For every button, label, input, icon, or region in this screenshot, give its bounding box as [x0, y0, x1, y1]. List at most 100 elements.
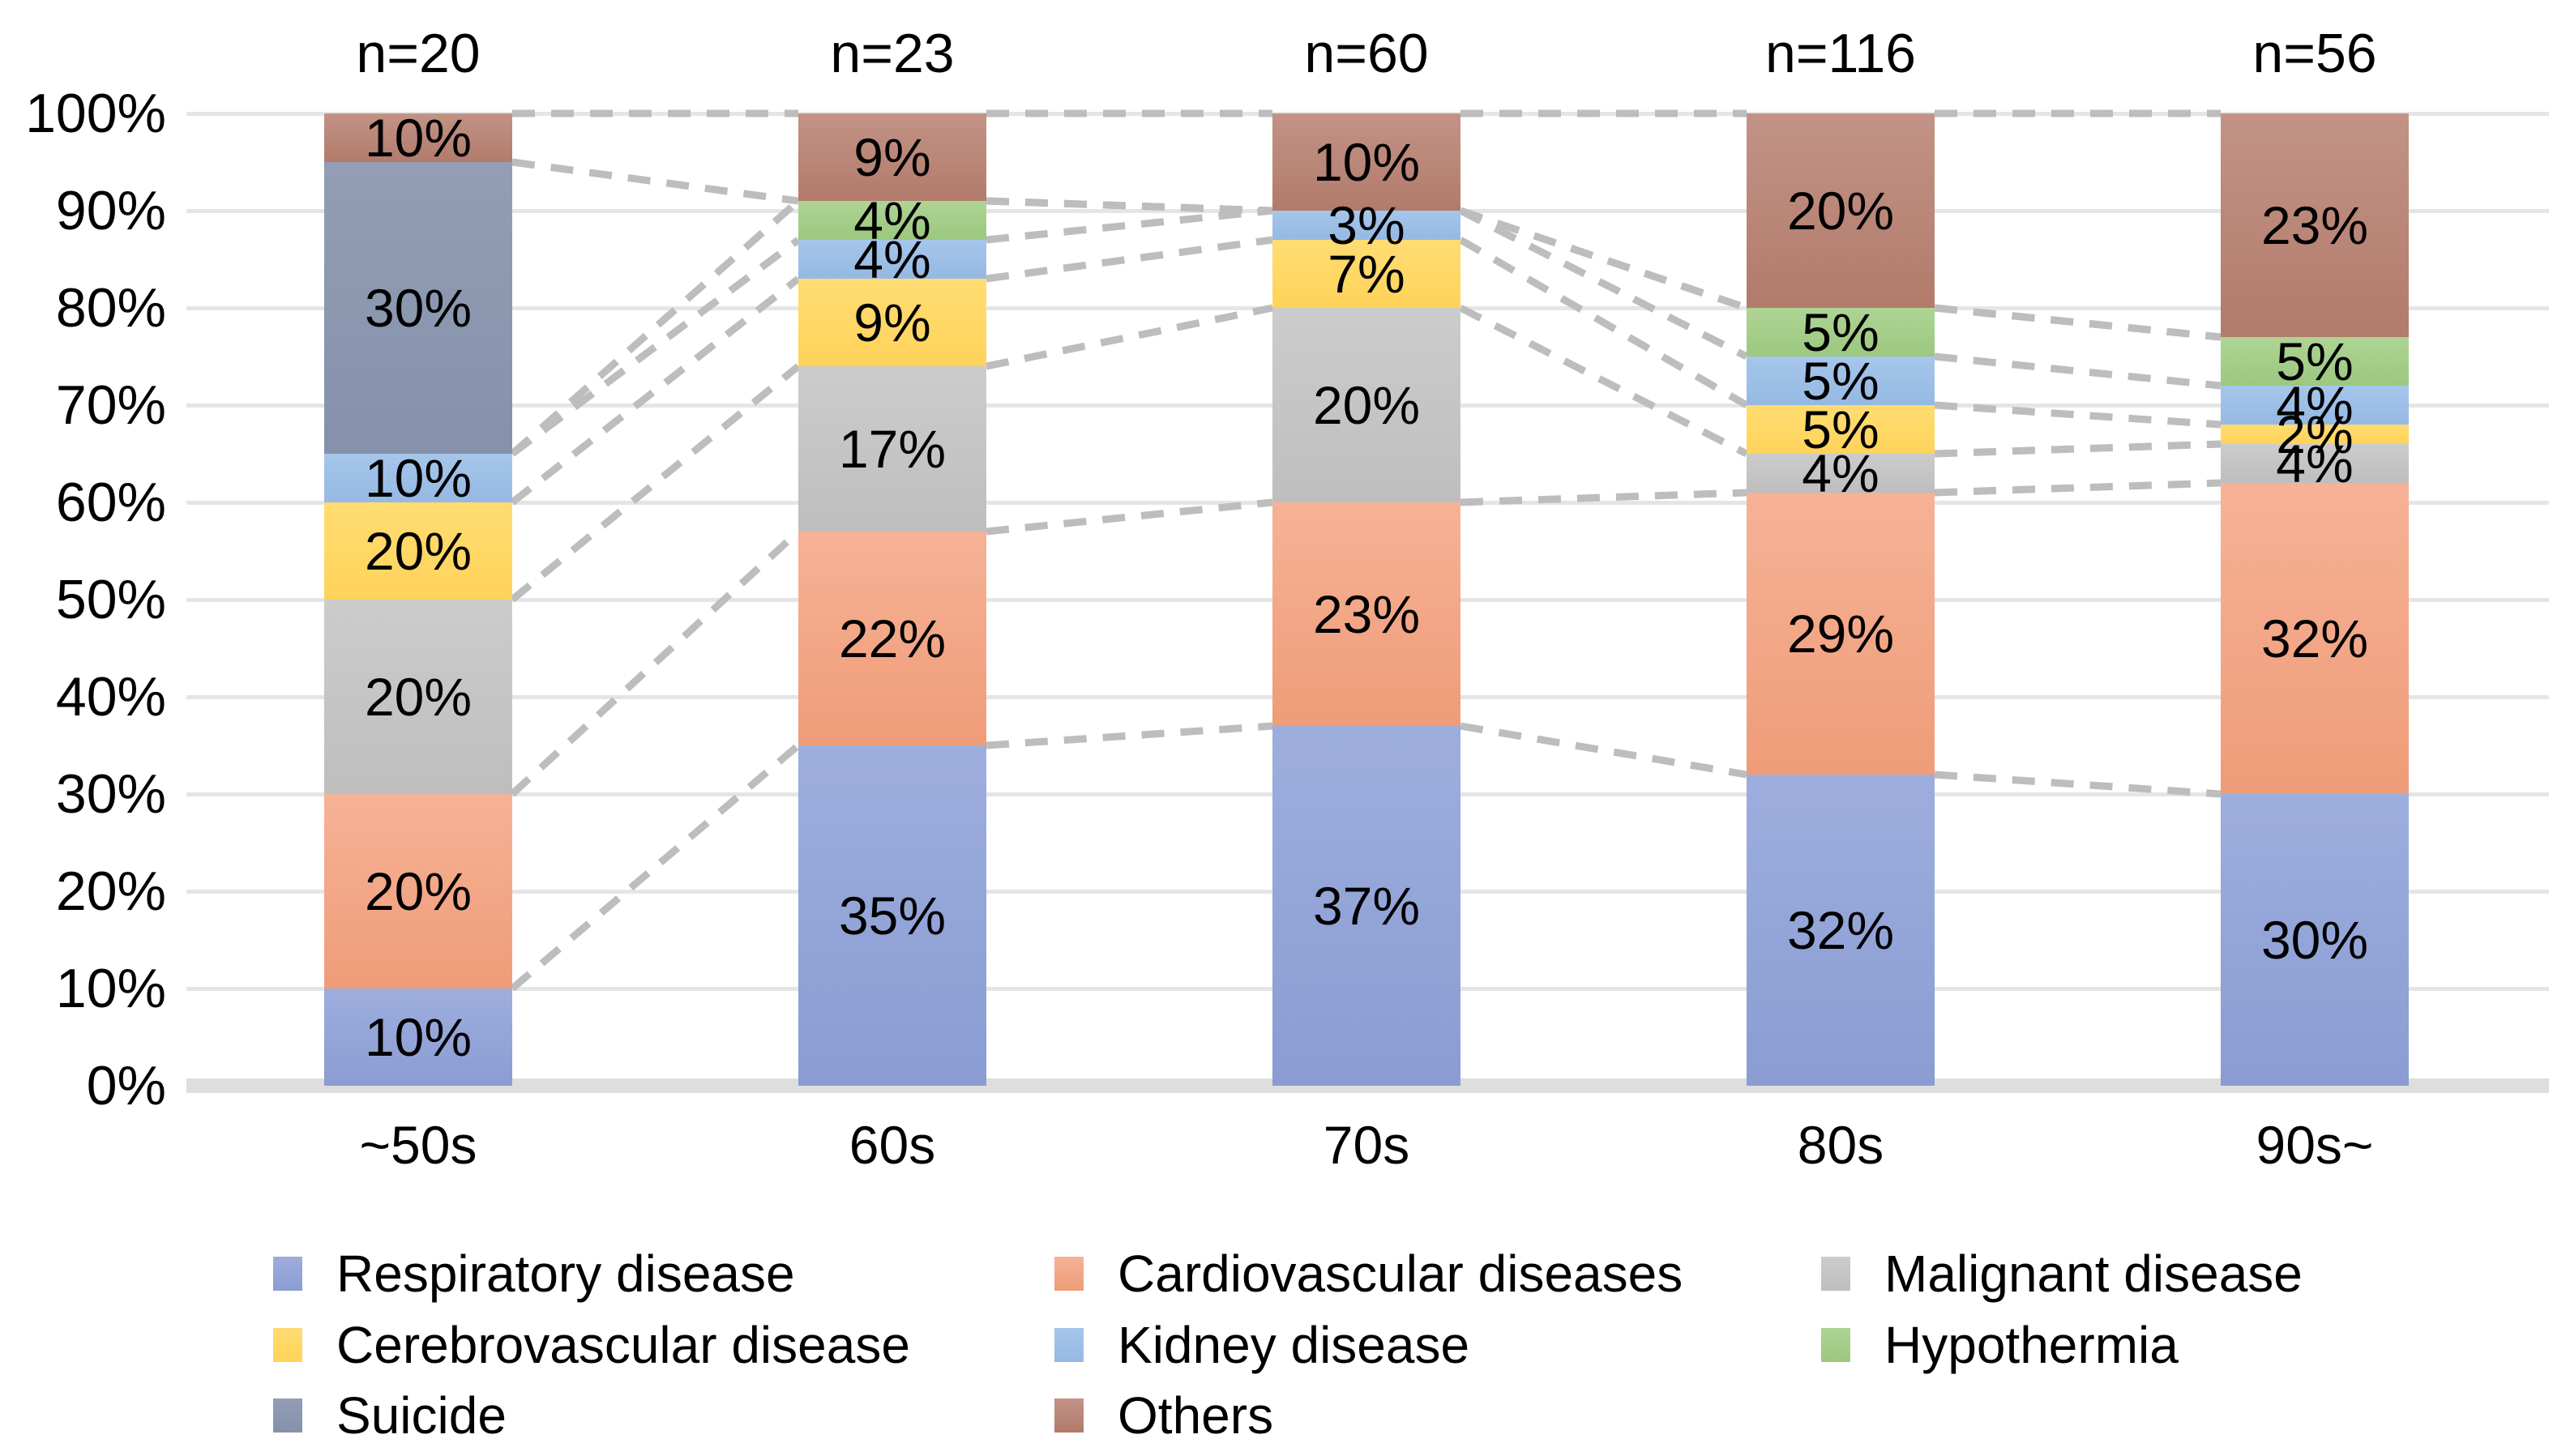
segment-cerebrovascular-disease — [1272, 240, 1460, 308]
connector-line — [986, 197, 1273, 215]
segment-cerebrovascular-disease — [798, 279, 986, 366]
y-tick-label: 50% — [55, 569, 166, 630]
segment-malignant-disease — [324, 600, 512, 794]
connector-line — [510, 275, 801, 506]
segment-cardiovascular-diseases — [2221, 483, 2409, 794]
segment-cerebrovascular-disease — [2221, 425, 2409, 444]
segment-respiratory-disease — [1747, 775, 1935, 1086]
segment-value-label: 10% — [364, 448, 473, 508]
y-tick-label: 70% — [55, 374, 166, 436]
legend-label: Hypothermia — [1884, 1316, 2179, 1374]
segment-value-label: 10% — [364, 108, 473, 168]
connector-line — [1458, 207, 1749, 361]
segment-value-label: 9% — [853, 127, 931, 187]
y-tick-label: 90% — [55, 180, 166, 241]
connector-line — [1459, 207, 1748, 312]
segment-kidney-disease — [1272, 211, 1460, 240]
segment-value-label: 4% — [2276, 433, 2354, 493]
segment-kidney-disease — [324, 454, 512, 502]
legend-item-respiratory-disease: Respiratory disease — [273, 1248, 795, 1300]
y-tick-label: 80% — [55, 277, 166, 339]
segment-suicide — [324, 162, 512, 454]
connector-line — [986, 207, 1273, 244]
legend-swatch-icon — [1821, 1328, 1850, 1362]
segment-value-label: 20% — [1312, 375, 1421, 435]
connector-line — [510, 237, 801, 457]
segment-cardiovascular-diseases — [798, 532, 986, 745]
legend-item-hypothermia: Hypothermia — [1821, 1319, 2179, 1371]
category-label-~50s: ~50s — [359, 1115, 477, 1175]
connector-line — [1458, 237, 1749, 408]
legend-swatch-icon — [273, 1257, 302, 1291]
y-tick-label: 20% — [55, 860, 166, 922]
connector-line — [986, 722, 1273, 749]
segment-malignant-disease — [798, 366, 986, 532]
legend-swatch-icon — [1054, 1398, 1084, 1433]
category-label-60s: 60s — [849, 1115, 936, 1175]
segment-value-label: 10% — [1312, 132, 1421, 192]
connector-line — [986, 304, 1273, 370]
legend-swatch-icon — [1054, 1328, 1084, 1362]
connector-line — [986, 498, 1273, 536]
bar-~50s — [324, 113, 512, 1086]
segment-value-label: 20% — [364, 521, 473, 581]
segment-hypothermia — [1747, 308, 1935, 357]
segment-value-label: 35% — [838, 886, 947, 946]
n-count-label: n=116 — [1765, 23, 1916, 84]
segment-value-label: 5% — [1802, 302, 1879, 362]
y-tick-label: 40% — [55, 666, 166, 728]
legend-item-kidney-disease: Kidney disease — [1054, 1319, 1469, 1371]
segment-cardiovascular-diseases — [324, 794, 512, 988]
legend-label: Kidney disease — [1118, 1316, 1470, 1374]
category-label-70s: 70s — [1323, 1115, 1410, 1175]
legend-item-cardiovascular-diseases: Cardiovascular diseases — [1054, 1248, 1683, 1300]
connector-line — [509, 528, 802, 797]
bar-80s — [1747, 113, 1935, 1086]
segment-value-label: 3% — [1328, 195, 1405, 255]
segment-cerebrovascular-disease — [1747, 405, 1935, 454]
legend-swatch-icon — [1821, 1257, 1850, 1291]
connector-line — [1934, 440, 2222, 458]
segment-respiratory-disease — [1272, 726, 1460, 1086]
y-tick-label: 30% — [55, 763, 166, 825]
segment-value-label: 4% — [853, 229, 931, 289]
connector-line — [1934, 401, 2222, 429]
legend-item-suicide: Suicide — [273, 1390, 507, 1441]
y-tick-label: 0% — [86, 1055, 166, 1117]
connector-line — [510, 198, 801, 457]
n-count-label: n=56 — [2252, 23, 2377, 84]
segment-value-label: 4% — [1802, 443, 1879, 503]
segment-others — [798, 113, 986, 201]
legend-swatch-icon — [1054, 1257, 1084, 1291]
legend-label: Others — [1118, 1386, 1274, 1445]
legend-item-malignant-disease: Malignant disease — [1821, 1248, 2303, 1300]
segment-value-label: 2% — [2276, 404, 2354, 464]
segment-value-label: 29% — [1786, 604, 1895, 664]
n-count-label: n=20 — [356, 23, 481, 84]
legend-item-others: Others — [1054, 1390, 1273, 1441]
connector-line — [1460, 722, 1747, 779]
gridline-0 — [186, 1078, 2549, 1093]
segment-others — [1272, 113, 1460, 211]
segment-cardiovascular-diseases — [1272, 502, 1460, 726]
segment-respiratory-disease — [2221, 794, 2409, 1086]
connector-line — [510, 742, 801, 992]
connector-line — [986, 236, 1273, 283]
segment-malignant-disease — [1747, 454, 1935, 493]
legend-label: Respiratory disease — [336, 1245, 795, 1303]
connector-line — [1934, 771, 2222, 798]
connector-line — [510, 363, 801, 603]
segment-value-label: 4% — [853, 190, 931, 250]
category-label-80s: 80s — [1797, 1115, 1884, 1175]
n-count-label: n=23 — [830, 23, 955, 84]
legend-label: Cardiovascular diseases — [1118, 1245, 1683, 1303]
segment-value-label: 5% — [1802, 351, 1879, 411]
segment-value-label: 30% — [364, 278, 473, 338]
segment-value-label: 4% — [2276, 375, 2354, 435]
connector-line — [1934, 479, 2222, 497]
segment-malignant-disease — [2221, 444, 2409, 483]
segment-others — [2221, 113, 2409, 337]
segment-value-label: 9% — [853, 292, 931, 352]
